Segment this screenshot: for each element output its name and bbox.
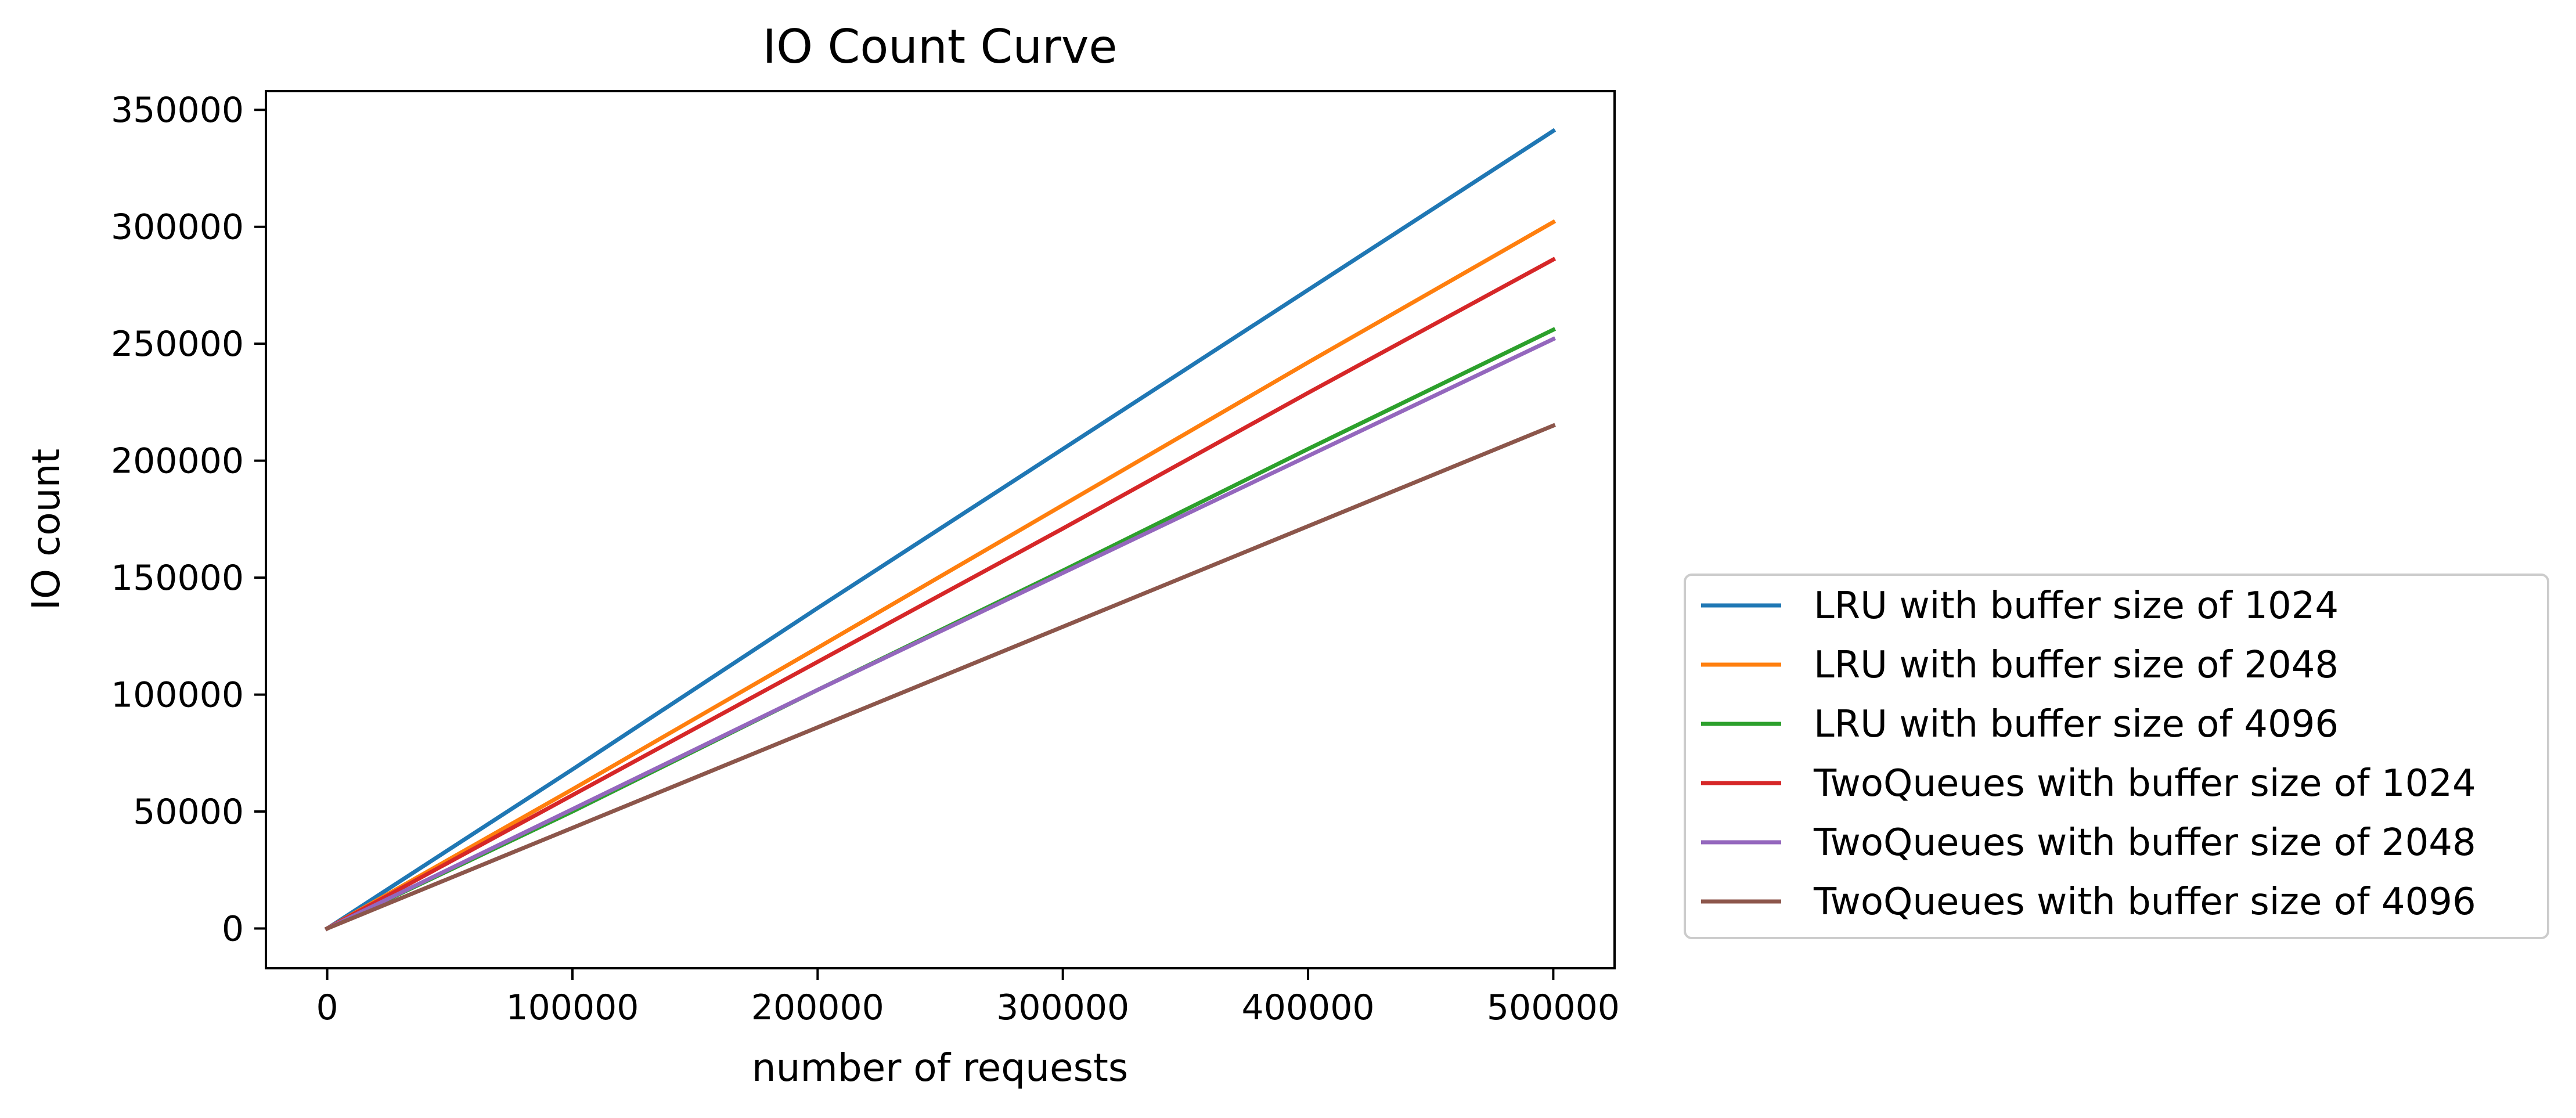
legend-label-3: LRU with buffer size of 4096 — [1814, 703, 2339, 746]
series-line-5 — [324, 336, 1557, 932]
legend-label-1: LRU with buffer size of 1024 — [1814, 585, 2339, 627]
y-tick-label: 250000 — [111, 324, 244, 365]
x-tick-label: 200000 — [751, 987, 884, 1028]
chart-title: IO Count Curve — [762, 20, 1117, 74]
y-tick-label: 50000 — [133, 792, 244, 832]
x-tick-label: 0 — [316, 987, 338, 1028]
x-tick-label: 500000 — [1487, 987, 1620, 1028]
series-line-1 — [324, 128, 1557, 932]
x-axis-label: number of requests — [752, 1045, 1128, 1090]
x-axis-ticks: 0 100000 200000 300000 400000 500000 — [316, 968, 1620, 1028]
legend-label-2: LRU with buffer size of 2048 — [1814, 644, 2339, 687]
plot-frame — [265, 90, 1616, 969]
y-tick-label: 100000 — [111, 675, 244, 716]
y-tick-label: 350000 — [111, 90, 244, 131]
legend-label-6: TwoQueues with buffer size of 4096 — [1813, 881, 2476, 924]
legend-frame — [1684, 574, 2549, 939]
y-axis-label: IO count — [24, 449, 69, 611]
x-tick-label: 400000 — [1242, 987, 1375, 1028]
series-line-6 — [325, 423, 1556, 932]
series-line-2 — [324, 219, 1557, 932]
legend: LRU with buffer size of 1024 LRU with buf… — [1684, 574, 2549, 939]
x-tick-label: 100000 — [506, 987, 639, 1028]
y-tick-label: 150000 — [111, 558, 244, 598]
legend-label-5: TwoQueues with buffer size of 2048 — [1813, 821, 2476, 864]
y-tick-label: 0 — [222, 909, 244, 950]
legend-items: LRU with buffer size of 1024 LRU with buf… — [1701, 585, 2476, 924]
x-tick-label: 300000 — [996, 987, 1129, 1028]
y-tick-label: 300000 — [111, 207, 244, 248]
legend-label-4: TwoQueues with buffer size of 1024 — [1813, 762, 2476, 805]
y-tick-label: 200000 — [111, 441, 244, 482]
y-axis-ticks: 0 50000 100000 150000 200000 250000 300000 3500… — [111, 90, 266, 950]
series-line-4 — [324, 257, 1557, 932]
plot-lines — [324, 128, 1557, 932]
